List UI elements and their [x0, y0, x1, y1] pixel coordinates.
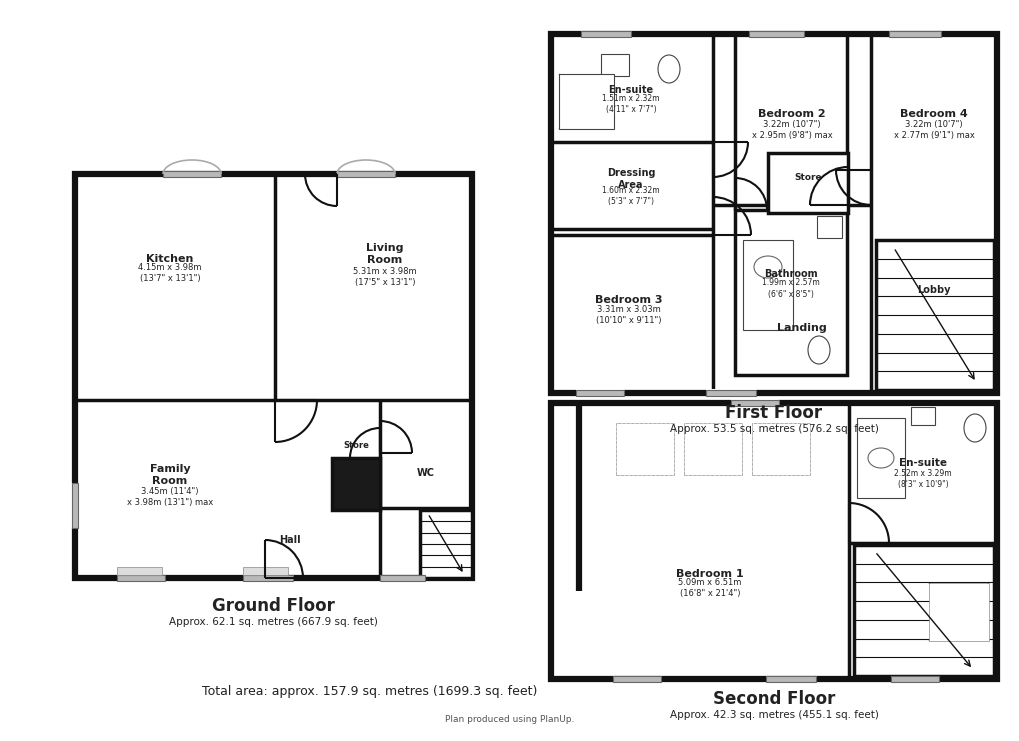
- Text: Store: Store: [342, 442, 369, 451]
- Bar: [742, 240, 792, 330]
- Bar: [243, 574, 292, 582]
- Bar: [612, 676, 660, 682]
- Bar: [856, 418, 904, 498]
- Bar: [889, 31, 941, 37]
- Text: 1.51m x 2.32m
(4'11" x 7'7"): 1.51m x 2.32m (4'11" x 7'7"): [601, 94, 659, 114]
- Text: 3.31m x 3.03m
(10'10" x 9'11"): 3.31m x 3.03m (10'10" x 9'11"): [596, 305, 661, 325]
- Text: Total area: approx. 157.9 sq. metres (1699.3 sq. feet): Total area: approx. 157.9 sq. metres (16…: [202, 685, 537, 697]
- Text: Dressing
Area: Dressing Area: [606, 167, 654, 190]
- Bar: [765, 676, 815, 682]
- Bar: [816, 216, 841, 238]
- Text: Bedroom 4: Bedroom 4: [899, 109, 967, 119]
- Bar: [910, 407, 934, 425]
- Bar: [748, 31, 803, 37]
- Bar: [765, 676, 815, 682]
- Text: Living
Room: Living Room: [366, 242, 404, 265]
- Text: Store: Store: [794, 173, 821, 182]
- Bar: [550, 34, 996, 393]
- Bar: [684, 423, 741, 475]
- Text: Landing: Landing: [776, 323, 826, 333]
- Text: 3.22m (10'7")
x 2.77m (9'1") max: 3.22m (10'7") x 2.77m (9'1") max: [893, 120, 973, 140]
- Bar: [420, 510, 472, 578]
- Bar: [243, 567, 287, 575]
- Bar: [748, 30, 803, 38]
- Bar: [576, 390, 624, 396]
- Text: 1.99m x 2.57m
(6'6" x 8'5"): 1.99m x 2.57m (6'6" x 8'5"): [761, 279, 819, 299]
- Bar: [71, 483, 78, 528]
- Text: Ground Floor: Ground Floor: [212, 597, 334, 615]
- Bar: [705, 390, 755, 396]
- Bar: [72, 483, 77, 528]
- Bar: [380, 575, 425, 581]
- Bar: [576, 390, 624, 396]
- Text: Plan produced using PlanUp.: Plan produced using PlanUp.: [445, 714, 574, 723]
- Bar: [75, 174, 472, 578]
- Bar: [581, 30, 631, 38]
- Text: 4.15m x 3.98m
(13'7" x 13'1"): 4.15m x 3.98m (13'7" x 13'1"): [139, 263, 202, 283]
- Bar: [735, 210, 846, 375]
- Text: Approx. 42.3 sq. metres (455.1 sq. feet): Approx. 42.3 sq. metres (455.1 sq. feet): [668, 710, 877, 720]
- Bar: [853, 545, 994, 676]
- Bar: [751, 423, 809, 475]
- Text: Family
Room: Family Room: [150, 464, 191, 486]
- Bar: [928, 583, 988, 641]
- Bar: [336, 171, 394, 177]
- Text: 5.09m x 6.51m
(16'8" x 21'4"): 5.09m x 6.51m (16'8" x 21'4"): [678, 578, 741, 598]
- Bar: [705, 390, 755, 396]
- Text: Bedroom 3: Bedroom 3: [595, 295, 662, 305]
- Text: Lobby: Lobby: [916, 285, 950, 296]
- Text: Bedroom 2: Bedroom 2: [757, 109, 825, 119]
- Bar: [117, 574, 165, 582]
- Text: Approx. 62.1 sq. metres (667.9 sq. feet): Approx. 62.1 sq. metres (667.9 sq. feet): [169, 617, 378, 627]
- Bar: [751, 423, 809, 475]
- Bar: [767, 153, 847, 213]
- Bar: [336, 170, 394, 178]
- Text: Kitchen: Kitchen: [146, 254, 194, 264]
- Text: 2.52m x 3.29m
(8'3" x 10'9"): 2.52m x 3.29m (8'3" x 10'9"): [894, 469, 951, 489]
- Bar: [891, 676, 938, 682]
- Bar: [581, 31, 631, 37]
- Bar: [731, 400, 779, 406]
- Bar: [380, 574, 425, 582]
- Bar: [889, 30, 941, 38]
- Bar: [331, 458, 380, 510]
- Text: Hall: Hall: [279, 535, 301, 545]
- Bar: [550, 403, 996, 679]
- Bar: [891, 676, 938, 682]
- Bar: [117, 575, 165, 581]
- Text: En-suite: En-suite: [898, 458, 946, 468]
- Bar: [243, 575, 292, 581]
- Bar: [615, 423, 674, 475]
- Bar: [615, 423, 674, 475]
- Bar: [875, 240, 994, 390]
- Bar: [600, 54, 629, 76]
- Text: 3.45m (11'4")
x 3.98m (13'1") max: 3.45m (11'4") x 3.98m (13'1") max: [126, 487, 213, 508]
- Bar: [163, 171, 221, 177]
- Ellipse shape: [963, 414, 985, 442]
- Text: WC: WC: [417, 468, 434, 478]
- Ellipse shape: [657, 55, 680, 83]
- Text: Approx. 53.5 sq. metres (576.2 sq. feet): Approx. 53.5 sq. metres (576.2 sq. feet): [668, 424, 877, 434]
- Ellipse shape: [807, 336, 829, 364]
- Bar: [163, 170, 221, 178]
- Bar: [612, 676, 660, 682]
- Bar: [117, 567, 162, 575]
- Bar: [684, 423, 741, 475]
- Bar: [558, 74, 613, 129]
- Text: Bathroom: Bathroom: [763, 270, 817, 279]
- Text: En-suite: En-suite: [608, 85, 653, 95]
- Bar: [731, 399, 779, 407]
- Text: 3.22m (10'7")
x 2.95m (9'8") max: 3.22m (10'7") x 2.95m (9'8") max: [751, 120, 832, 140]
- Text: First Floor: First Floor: [725, 404, 821, 422]
- Text: Bedroom 1: Bedroom 1: [676, 569, 743, 579]
- Text: 5.31m x 3.98m
(17'5" x 13'1"): 5.31m x 3.98m (17'5" x 13'1"): [353, 267, 417, 288]
- Text: 1.60m x 2.32m
(5'3" x 7'7"): 1.60m x 2.32m (5'3" x 7'7"): [601, 186, 659, 206]
- Text: Second Floor: Second Floor: [712, 690, 835, 708]
